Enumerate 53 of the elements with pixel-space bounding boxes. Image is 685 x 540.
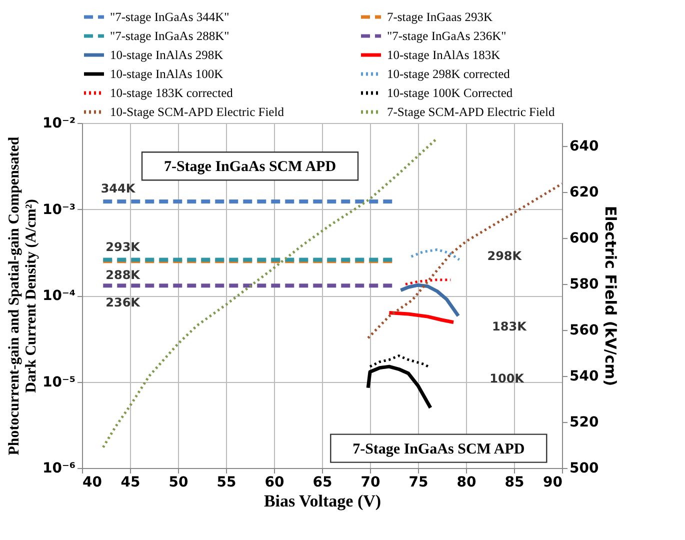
line-series [398, 283, 460, 318]
y2-tick-label: 540 [570, 368, 599, 384]
line-series [410, 248, 461, 261]
annotation: 293K [106, 240, 141, 254]
y-tick-label: 10⁻³ [42, 202, 76, 218]
annotation: 7-Stage InGaAs SCM APD [164, 159, 336, 176]
x-tick-label: 55 [216, 474, 236, 490]
x-tick-label: 45 [120, 474, 140, 490]
y2-tick-label: 520 [570, 414, 599, 430]
annotation: 7-Stage InGaAs SCM APD [352, 441, 525, 458]
y2-tick-label: 600 [570, 230, 599, 246]
y2-tick-label: 640 [570, 138, 599, 154]
legend-label: "7-stage InGaAs 344K" [110, 10, 230, 24]
x-tick-label: 40 [82, 474, 102, 490]
y2-tick-label: 580 [570, 276, 599, 292]
legend-label: 10-stage InAlAs 298K [110, 48, 224, 62]
y-tick-label: 10⁻² [42, 116, 76, 132]
annotation: 183K [492, 320, 528, 334]
annotation: 344K [100, 182, 136, 196]
line-series [366, 182, 564, 340]
annotation: 236K [106, 295, 141, 310]
x-tick-label: 60 [264, 474, 284, 490]
annotation: 288K [106, 268, 141, 282]
legend-label: 10-Stage SCM-APD Electric Field [110, 105, 285, 119]
legend-label: 10-stage 183K corrected [110, 86, 234, 100]
y-tick-label: 10⁻⁴ [42, 288, 76, 304]
y-tick-label: 10⁻⁶ [42, 460, 76, 476]
x-axis-title: Bias Voltage (V) [264, 492, 382, 510]
line-series [366, 364, 432, 410]
x-tick-label: 90 [543, 474, 563, 490]
y2-tick-label: 500 [570, 460, 599, 476]
x-tick-label: 80 [456, 474, 476, 490]
legend-label: 7-Stage SCM-APD Electric Field [387, 105, 556, 119]
legend-label: 10-stage InAlAs 100K [110, 67, 224, 81]
legend-label: 10-stage 100K Corrected [387, 86, 514, 100]
y2-tick-label: 560 [570, 322, 599, 338]
legend-label: 7-stage InGaas 293K [387, 10, 493, 24]
legend-label: 10-stage InAlAs 183K [387, 48, 500, 62]
legend-label: 10-stage 298K corrected [387, 67, 511, 81]
annotation: 100K [490, 371, 525, 386]
legend-label: "7-stage InGaAs 288K" [110, 29, 230, 43]
x-tick-label: 50 [168, 474, 188, 490]
y2-tick-label: 620 [570, 184, 599, 200]
x-tick-label: 75 [408, 474, 428, 490]
y-axis-title: Photocurrent-gain and Spatial-gain Compensated Dark Current Density (A/cm²) [6, 136, 40, 456]
line-series [387, 311, 456, 324]
x-tick-label: 85 [504, 474, 524, 490]
x-tick-label: 65 [312, 474, 332, 490]
x-tick-label: 70 [360, 474, 380, 490]
y-tick-label: 10⁻⁵ [42, 374, 76, 390]
y2-axis-title: Electric Field (kV/cm) [602, 206, 620, 386]
legend-label: "7-stage InGaAs 236K" [387, 29, 506, 43]
annotation: 298K [487, 248, 522, 263]
